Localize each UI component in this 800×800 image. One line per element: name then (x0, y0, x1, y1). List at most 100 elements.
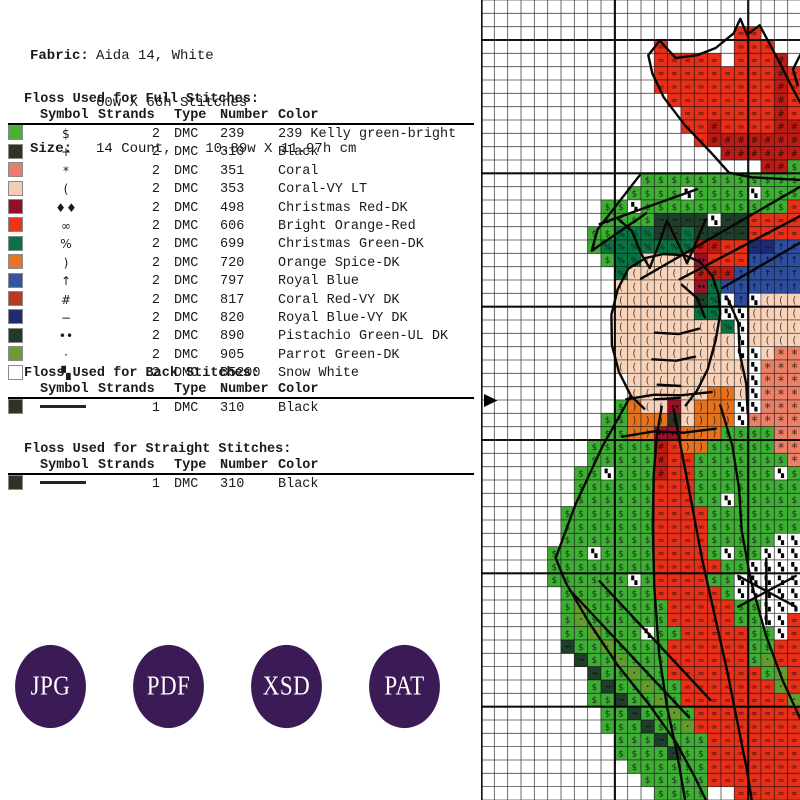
svg-text:▚: ▚ (764, 588, 772, 598)
svg-text:$: $ (738, 483, 744, 493)
svg-text:∞: ∞ (764, 83, 771, 93)
svg-text:$: $ (725, 443, 731, 453)
svg-text:): ) (699, 415, 703, 426)
svg-text:$: $ (791, 470, 797, 480)
svg-text:∞: ∞ (684, 496, 691, 506)
svg-text:∞: ∞ (724, 83, 731, 93)
color-swatch (8, 309, 23, 325)
svg-text:▚: ▚ (737, 348, 745, 358)
svg-text:∞: ∞ (724, 123, 731, 133)
svg-text:$: $ (711, 203, 717, 213)
svg-text:(: ( (686, 282, 690, 293)
svg-text:$: $ (631, 630, 637, 640)
svg-text:(: ( (619, 349, 623, 360)
svg-text:∞: ∞ (777, 696, 784, 706)
svg-text:$: $ (645, 656, 651, 666)
svg-text:▚: ▚ (630, 575, 638, 585)
download-buttons: JPG PDF XSD PAT (12, 644, 443, 729)
download-jpg-button[interactable]: JPG (15, 644, 86, 729)
svg-text:$: $ (658, 176, 664, 186)
svg-text:$: $ (631, 470, 637, 480)
svg-text:▚: ▚ (764, 615, 772, 625)
svg-text:(: ( (659, 255, 663, 266)
svg-text:↑: ↑ (764, 270, 772, 280)
svg-text:$: $ (605, 443, 611, 453)
svg-text:▚: ▚ (737, 575, 745, 585)
svg-text:$: $ (605, 590, 611, 600)
svg-text:$: $ (605, 603, 611, 613)
svg-text:∞: ∞ (657, 536, 664, 546)
svg-text:$: $ (591, 536, 597, 546)
svg-text:∞: ∞ (737, 629, 744, 639)
svg-text:∞: ∞ (724, 603, 731, 613)
svg-text:%: % (604, 243, 612, 252)
svg-text:$: $ (605, 536, 611, 546)
floss-type: DMC (174, 163, 199, 179)
svg-text:$: $ (605, 430, 611, 440)
svg-text:(: ( (779, 295, 783, 306)
svg-text:∞: ∞ (777, 789, 784, 799)
svg-text:∞: ∞ (684, 683, 691, 693)
svg-text:(: ( (752, 309, 756, 320)
svg-text:$: $ (645, 776, 651, 786)
svg-text:$: $ (645, 736, 651, 746)
svg-text:∞: ∞ (671, 616, 678, 626)
svg-text:$: $ (738, 550, 744, 560)
svg-text:∞: ∞ (751, 709, 758, 719)
color-swatch (8, 125, 23, 141)
svg-text:*: * (791, 428, 798, 443)
svg-text:$: $ (618, 576, 624, 586)
svg-text:): ) (699, 442, 703, 453)
svg-text:$: $ (591, 656, 597, 666)
color-swatch (8, 254, 23, 270)
svg-text:$: $ (645, 563, 651, 573)
svg-text:$: $ (765, 670, 771, 680)
svg-text:·: · (606, 640, 610, 655)
floss-type: DMC (174, 255, 199, 271)
svg-text:$: $ (698, 190, 704, 200)
svg-text:$: $ (618, 470, 624, 480)
svg-text:$: $ (671, 683, 677, 693)
svg-text:∞: ∞ (697, 669, 704, 679)
download-xsd-button[interactable]: XSD (251, 644, 322, 729)
svg-text:$: $ (711, 190, 717, 200)
svg-text:$: $ (591, 496, 597, 506)
strands-value: 1 (151, 476, 160, 492)
svg-text:∞: ∞ (724, 616, 731, 626)
svg-text:∞: ∞ (697, 683, 704, 693)
svg-text:↑: ↑ (764, 283, 772, 293)
svg-text:*: * (778, 401, 785, 416)
svg-text:$: $ (751, 470, 757, 480)
svg-text:$: $ (631, 523, 637, 533)
download-pdf-button[interactable]: PDF (133, 644, 204, 729)
svg-text:∞: ∞ (724, 696, 731, 706)
svg-text:$: $ (591, 683, 597, 693)
svg-text:$: $ (591, 230, 597, 240)
svg-text:$: $ (578, 523, 584, 533)
svg-text:∞: ∞ (751, 43, 758, 53)
column-header: Symbol (34, 458, 98, 476)
floss-row: · 2 DMC 905 Parrot Green-DK (8, 346, 474, 364)
svg-text:∞: ∞ (697, 523, 704, 533)
svg-text:$: $ (605, 510, 611, 520)
svg-text:$: $ (791, 523, 797, 533)
svg-text:#: # (764, 136, 771, 146)
svg-text:↑: ↑ (751, 256, 759, 266)
svg-text:∞: ∞ (791, 96, 798, 106)
svg-text:∞: ∞ (697, 709, 704, 719)
svg-text:$: $ (751, 203, 757, 213)
svg-text:$: $ (751, 510, 757, 520)
svg-text:↑: ↑ (737, 296, 745, 306)
floss-number: 239 (220, 126, 245, 142)
strands-value: 2 (151, 255, 160, 271)
svg-text:▚: ▚ (777, 468, 785, 478)
download-pat-button[interactable]: PAT (369, 644, 440, 729)
svg-text:∞: ∞ (697, 643, 704, 653)
svg-text:$: $ (698, 750, 704, 760)
svg-text:∞: ∞ (684, 589, 691, 599)
svg-text:·: · (792, 693, 796, 708)
svg-text:∞: ∞ (684, 696, 691, 706)
svg-text:$: $ (565, 550, 571, 560)
color-swatch (8, 217, 23, 233)
floss-type: DMC (174, 218, 199, 234)
